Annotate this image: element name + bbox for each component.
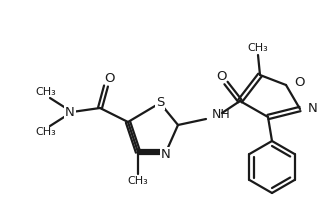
Text: O: O [294,76,304,88]
Text: N: N [308,103,318,116]
Text: O: O [105,72,115,86]
Text: CH₃: CH₃ [127,176,148,186]
Text: CH₃: CH₃ [248,43,268,53]
Text: O: O [217,69,227,82]
Text: NH: NH [212,109,231,122]
Text: N: N [161,147,171,160]
Text: CH₃: CH₃ [36,127,56,137]
Text: CH₃: CH₃ [36,87,56,97]
Text: N: N [65,105,75,118]
Text: S: S [156,97,164,109]
